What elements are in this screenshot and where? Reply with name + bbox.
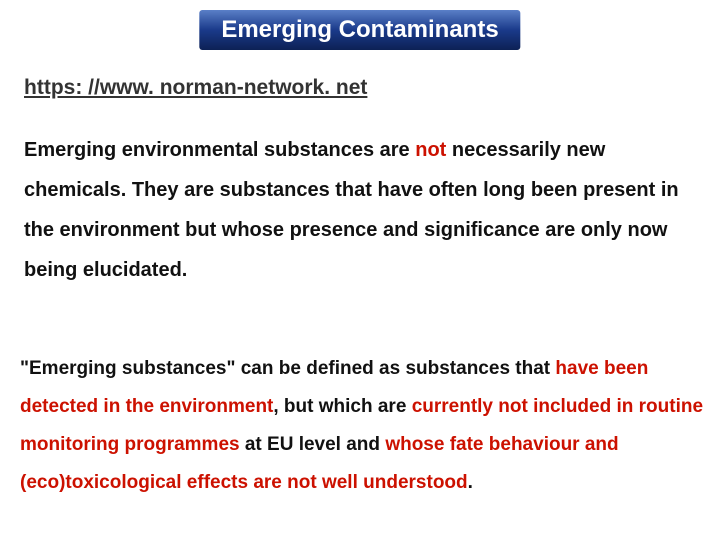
- p1-seg0: Emerging environmental substances are: [24, 139, 415, 161]
- p2-seg2: , but which are: [273, 396, 411, 417]
- paragraph-2: "Emerging substances" can be defined as …: [20, 350, 710, 502]
- p2-seg4: at EU level and: [240, 434, 386, 455]
- p2-seg6: .: [468, 472, 473, 493]
- p1-seg1: not: [415, 139, 446, 161]
- source-link[interactable]: https: //www. norman-network. net: [24, 76, 367, 100]
- title-box: Emerging Contaminants: [199, 10, 520, 50]
- title-text: Emerging Contaminants: [221, 16, 498, 43]
- p2-seg0: "Emerging substances" can be defined as …: [20, 358, 555, 379]
- paragraph-1: Emerging environmental substances are no…: [24, 130, 710, 290]
